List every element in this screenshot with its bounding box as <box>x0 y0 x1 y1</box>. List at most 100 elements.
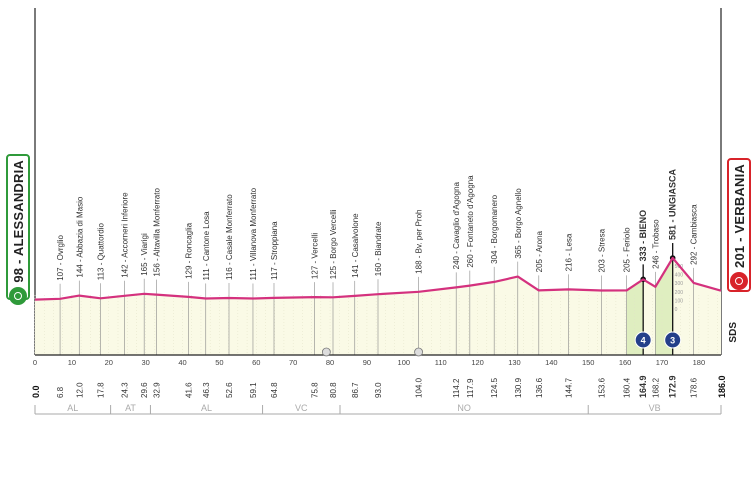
x-tick-label: 80 <box>326 358 334 367</box>
start-badge: 98 - ALESSANDRIA <box>6 154 30 305</box>
region-label: AT <box>125 403 136 413</box>
waypoint-label: 125 - Borgo Vercelli <box>329 209 338 279</box>
waypoint-label: 127 - Vercelli <box>311 233 320 279</box>
x-tick-label: 180 <box>693 358 706 367</box>
waypoint-label: 333 - BIENO <box>638 210 648 262</box>
waypoint-km-label: 86.7 <box>351 382 360 398</box>
x-tick-label: 140 <box>545 358 558 367</box>
waypoint-label: 188 - Bv. per Proh <box>415 210 424 274</box>
waypoint-label: 116 - Casale Monferrato <box>225 194 234 280</box>
climb-scale-label: 400 <box>675 273 684 279</box>
sprint-icon <box>414 347 423 357</box>
climb-category-label: 4 <box>641 336 646 346</box>
waypoint-km-label: 75.8 <box>311 382 320 398</box>
x-tick-label: 120 <box>471 358 484 367</box>
x-tick-label: 10 <box>68 358 76 367</box>
waypoint-km-label: 24.3 <box>121 382 130 398</box>
region-label: VC <box>295 403 308 413</box>
waypoint-km-label: 114.2 <box>452 378 461 398</box>
waypoint-label: 111 - Cantone Losa <box>202 211 211 281</box>
waypoint-km-label: 172.9 <box>668 375 678 398</box>
waypoint-km-label: 130.9 <box>514 377 523 398</box>
sprint-icon <box>321 347 331 357</box>
start-km-label: 0.0 <box>31 385 41 398</box>
waypoint-km-label: 12.0 <box>75 382 84 398</box>
waypoint-label: 304 - Borgomanero <box>490 194 499 263</box>
waypoint-label: 144 - Abbazia di Masio <box>75 196 84 277</box>
waypoint-km-label: 136.6 <box>535 377 544 398</box>
waypoint-label: 113 - Quattordio <box>97 223 106 281</box>
waypoint-km-label: 32.9 <box>152 382 161 398</box>
region-label: NO <box>457 403 471 413</box>
x-tick-label: 20 <box>105 358 113 367</box>
waypoint-label: 111 - Villanova Monferrato <box>249 187 258 280</box>
waypoint-km-label: 124.5 <box>490 377 499 398</box>
x-tick-label: 90 <box>363 358 371 367</box>
climb-category-label: 3 <box>670 336 675 346</box>
waypoint-km-label: 178.6 <box>690 377 699 398</box>
waypoint-km-label: 153.6 <box>598 377 607 398</box>
climb-category-icon <box>634 331 652 349</box>
waypoint-km-label: 41.6 <box>184 382 193 398</box>
waypoint-km-label: 64.8 <box>270 382 279 398</box>
waypoint-label: 160 - Biandrate <box>374 221 383 276</box>
waypoint-label: 203 - Stresa <box>598 228 607 272</box>
region-label: AL <box>201 403 212 413</box>
waypoint-label: 129 - Roncaglia <box>184 222 193 279</box>
start-bike-icon <box>9 286 27 305</box>
waypoint-km-label: 6.8 <box>56 386 65 398</box>
waypoint-label: 165 - Viarigi <box>140 233 149 276</box>
x-tick-label: 110 <box>435 358 447 367</box>
waypoint-label: 246 - Trobaso <box>651 219 660 269</box>
waypoint-km-label: 52.6 <box>225 382 234 398</box>
waypoint-label: 365 - Borgo Agnello <box>514 188 523 259</box>
x-tick-label: 60 <box>252 358 260 367</box>
waypoint-label: 117 - Stroppiana <box>270 221 279 280</box>
waypoint-label: 156 - Altavilla Monferrato <box>152 188 161 277</box>
waypoint-km-label: 144.7 <box>565 377 574 398</box>
region-label: AL <box>67 403 78 413</box>
waypoint-km-label: 80.8 <box>329 382 338 398</box>
climb-scale-label: 200 <box>675 290 684 296</box>
waypoint-label: 260 - Fontaneto d'Agogna <box>466 175 475 268</box>
climb-scale-label: 0 <box>675 307 678 313</box>
waypoint-km-label: 29.6 <box>140 382 149 398</box>
waypoint-label: 216 - Lesa <box>565 233 574 271</box>
waypoint-label: 141 - Casalvolone <box>351 213 360 278</box>
waypoint-km-label: 117.9 <box>466 378 475 398</box>
waypoint-km-label: 164.9 <box>638 375 648 398</box>
waypoint-km-label: 160.4 <box>623 377 632 398</box>
waypoint-km-label: 168.2 <box>651 377 660 398</box>
x-tick-label: 100 <box>398 358 411 367</box>
waypoint-km-label: 59.1 <box>249 382 258 398</box>
waypoint-label: 205 - Arona <box>535 230 544 272</box>
waypoint-label: 142 - Accorneri Inferiore <box>121 192 130 278</box>
finish-badge: 201 - VERBANIA <box>727 158 751 292</box>
x-tick-label: 150 <box>582 358 595 367</box>
waypoint-label: 581 - UNGIASCA <box>668 169 678 241</box>
x-tick-label: 40 <box>178 358 186 367</box>
profile-line <box>34 256 722 301</box>
waypoint-km-label: 17.8 <box>97 382 106 398</box>
waypoint-km-label: 46.3 <box>202 382 211 398</box>
climb-area-ungiasca <box>655 258 673 355</box>
climb-category-icon <box>664 331 682 349</box>
waypoint-label: 205 - Feriolo <box>623 227 632 272</box>
region-label: VB <box>649 403 661 413</box>
x-tick-label: 50 <box>215 358 223 367</box>
x-tick-label: 70 <box>289 358 297 367</box>
finish-km-label: 186.0 <box>717 375 727 398</box>
waypoint-label: 107 - Ovrglio <box>56 234 65 280</box>
waypoint-label: 240 - Cavaglio d'Agogna <box>452 181 461 269</box>
x-tick-label: 170 <box>656 358 669 367</box>
waypoint-km-label: 93.0 <box>374 382 383 398</box>
x-tick-label: 130 <box>508 358 521 367</box>
waypoint-label: 292 - Cambiasca <box>690 204 699 265</box>
x-tick-label: 30 <box>141 358 149 367</box>
finish-bike-icon <box>730 271 748 290</box>
climb-scale-label: 100 <box>675 298 684 304</box>
climb-scale-label: 300 <box>675 281 684 287</box>
x-tick-label: 0 <box>33 358 37 367</box>
